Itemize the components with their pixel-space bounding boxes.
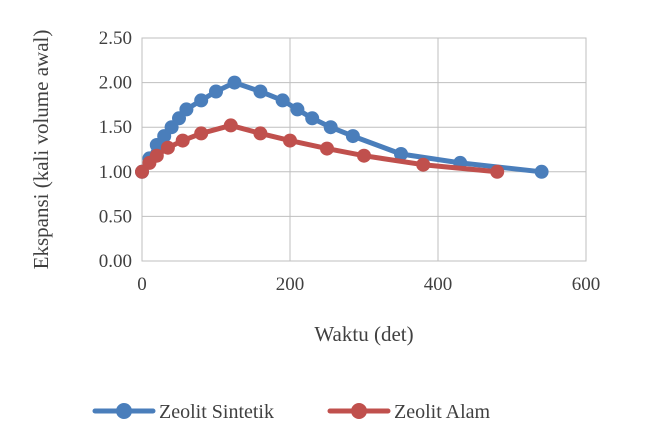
data-point xyxy=(323,120,338,135)
data-point xyxy=(223,118,238,133)
data-point xyxy=(416,157,431,172)
legend-swatch-marker xyxy=(351,403,367,419)
data-point xyxy=(179,102,194,117)
data-point xyxy=(283,133,297,148)
y-tick-label: 2.50 xyxy=(99,28,132,49)
data-point xyxy=(534,164,549,179)
series-lines xyxy=(135,75,549,179)
plot-area-border xyxy=(141,37,587,262)
data-point xyxy=(275,93,290,108)
x-tick-label: 0 xyxy=(137,274,147,295)
legend: Zeolit Sintetik Zeolit Alam xyxy=(92,401,491,423)
data-point xyxy=(490,164,505,179)
data-point xyxy=(209,84,223,99)
y-axis-title: Ekspansi (kali volume awal) xyxy=(29,30,53,270)
data-point xyxy=(320,141,334,156)
data-point xyxy=(253,126,268,141)
y-tick-label: 2.00 xyxy=(99,73,132,94)
data-point xyxy=(160,140,175,155)
data-point xyxy=(149,148,164,163)
x-axis-title: Waktu (det) xyxy=(314,322,413,346)
data-point xyxy=(394,147,408,161)
legend-label: Zeolit Sintetik xyxy=(159,401,274,423)
legend-entry: Zeolit Alam xyxy=(327,401,491,423)
x-tick-label: 400 xyxy=(424,274,453,295)
data-point xyxy=(253,84,268,99)
y-tick-label: 1.00 xyxy=(99,162,132,183)
y-tick-label: 0.50 xyxy=(99,206,132,227)
tick-labels: 0.00 0.50 1.00 1.50 2.00 2.50 0 200 400 600 xyxy=(99,28,601,295)
legend-swatch-marker xyxy=(116,403,132,419)
data-point xyxy=(305,111,320,126)
legend-label: Zeolit Alam xyxy=(394,401,491,423)
data-point xyxy=(345,129,360,144)
data-point xyxy=(357,148,371,163)
x-tick-label: 200 xyxy=(276,274,305,295)
data-point xyxy=(194,126,209,141)
legend-entry: Zeolit Sintetik xyxy=(92,401,274,423)
data-point xyxy=(227,75,242,90)
y-tick-label: 1.50 xyxy=(99,117,132,138)
data-point xyxy=(175,133,190,148)
data-point xyxy=(290,102,305,117)
y-tick-label: 0.00 xyxy=(99,251,132,272)
series-2 xyxy=(135,118,505,179)
x-tick-label: 600 xyxy=(572,274,601,295)
data-point xyxy=(194,93,209,108)
